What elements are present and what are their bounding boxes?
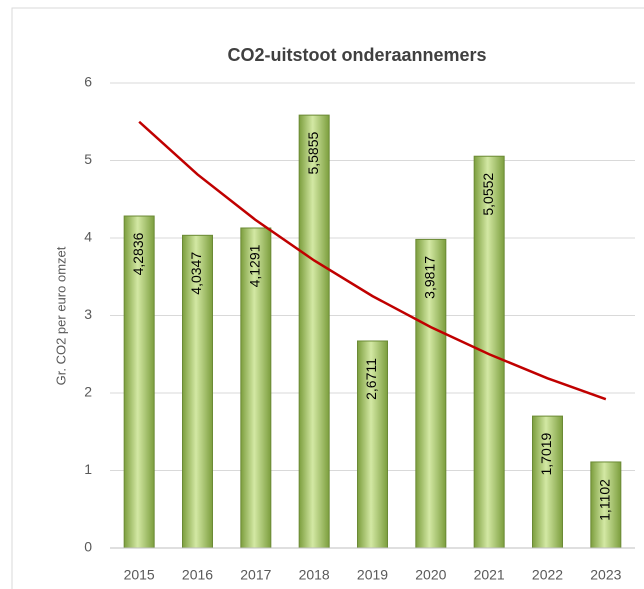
- x-tick-label: 2019: [357, 567, 388, 583]
- data-label: 4,2836: [130, 232, 146, 275]
- y-tick-label: 3: [84, 306, 92, 322]
- data-label: 5,5855: [305, 132, 321, 175]
- x-tick-label: 2021: [474, 567, 505, 583]
- y-axis-label: Gr. CO2 per euro omzet: [53, 246, 68, 385]
- y-tick-label: 1: [84, 461, 92, 477]
- x-tick-label: 2022: [532, 567, 563, 583]
- data-label: 2,6711: [363, 358, 379, 400]
- data-label: 1,7019: [538, 432, 554, 475]
- y-tick-label: 0: [84, 539, 92, 555]
- data-label: 1,1102: [597, 479, 613, 521]
- chart-title: CO2-uitstoot onderaannemers: [227, 45, 486, 65]
- y-tick-label: 2: [84, 384, 92, 400]
- x-tick-label: 2018: [299, 567, 330, 583]
- x-tick-label: 2017: [240, 567, 271, 583]
- bar: [415, 238, 447, 549]
- trendline: [138, 120, 607, 401]
- x-tick-label: 2015: [124, 567, 155, 583]
- bar: [357, 340, 388, 549]
- bar: [240, 227, 272, 549]
- x-tick-label: 2016: [182, 567, 213, 583]
- bar: [298, 114, 330, 549]
- y-tick-label: 5: [84, 151, 92, 167]
- x-tick-label: 2023: [590, 567, 621, 583]
- y-tick-label: 4: [84, 229, 92, 245]
- data-label: 3,9817: [422, 256, 438, 299]
- y-tick-label: 6: [84, 74, 92, 90]
- bar: [123, 215, 155, 549]
- data-label: 4,1291: [247, 244, 263, 287]
- data-label: 5,0552: [480, 173, 496, 216]
- bar: [182, 234, 213, 549]
- data-label: 4,0347: [188, 252, 204, 295]
- x-tick-label: 2020: [415, 567, 446, 583]
